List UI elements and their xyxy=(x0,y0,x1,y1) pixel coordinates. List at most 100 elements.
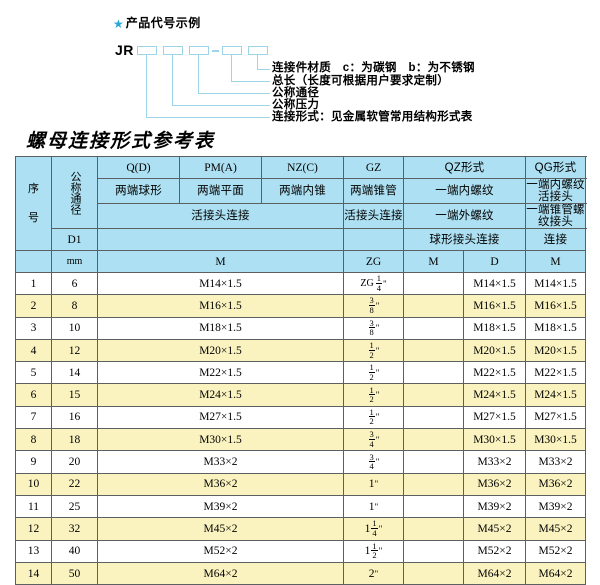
cell-seq: 12 xyxy=(15,517,52,541)
code-label-nominal-pressure: 公称压力 xyxy=(272,99,320,111)
cell-qz-m xyxy=(403,338,464,363)
cell-qg-m: M64×2 xyxy=(525,561,586,585)
cell-m-thread: M16×1.5 xyxy=(97,294,344,318)
cell-m-thread: M14×1.5 xyxy=(97,271,344,296)
header-seq-cell: 序 号 xyxy=(15,156,52,251)
header-group-code-qg: QG形式 xyxy=(525,156,586,179)
cell-gz: 3 8 " xyxy=(343,316,404,340)
product-code-heading-label: 产品代号示例 xyxy=(125,16,201,30)
cell-qz-d: M22×1.5 xyxy=(463,361,526,385)
cell-seq: 14 xyxy=(15,561,52,585)
cell-dn: 12 xyxy=(51,338,98,363)
header-nominal-diameter-label: 公称通径 xyxy=(69,170,81,215)
cell-seq: 13 xyxy=(15,539,52,563)
cell-dn: 20 xyxy=(51,450,98,474)
header-group-desc-gz: 两端锥管 xyxy=(343,178,404,204)
code-box-4 xyxy=(222,46,242,55)
cell-dn: 16 xyxy=(51,405,98,430)
cell-qz-m xyxy=(403,383,464,407)
cell-qz-d: M18×1.5 xyxy=(463,316,526,340)
header-group-code-qz: QZ形式 xyxy=(403,156,526,179)
product-code-diagram: ★ 产品代号示例 JR 连接件材质 c：为碳钢 b：为不锈钢 总长（长度可根据用… xyxy=(0,0,600,128)
cell-qz-d: M14×1.5 xyxy=(463,271,526,296)
cell-qz-m xyxy=(403,472,464,496)
leader-line-4-v xyxy=(231,55,233,82)
header-conn-gz: 活接头连接 xyxy=(343,203,404,229)
table-header-row-units: mm M ZG M D M ZG xyxy=(15,250,586,273)
cell-dn: 18 xyxy=(51,428,98,452)
header-conn-qg: 一端锥管螺纹接头 xyxy=(525,203,586,229)
cell-qz-d: M52×2 xyxy=(463,539,526,563)
cell-seq: 6 xyxy=(15,383,52,407)
cell-dn: 32 xyxy=(51,517,98,541)
cell-dn: 25 xyxy=(51,494,98,519)
cell-m-thread: M33×2 xyxy=(97,450,344,474)
cell-qz-m xyxy=(403,494,464,519)
header-group-code-qd: Q(D) xyxy=(97,156,180,179)
header-d1-qz: 球形接头连接 xyxy=(403,228,526,251)
header-group-desc-pma: 两端平面 xyxy=(179,178,262,204)
cell-qg-m: M22×1.5 xyxy=(525,361,586,385)
cell-seq: 1 xyxy=(15,271,52,296)
header-unit-zg-gz: ZG xyxy=(343,250,404,273)
spec-table-container: 序 号 公称通径 Q(D) PM(A) NZ(C) GZ QZ形式 QG形式 两… xyxy=(15,156,586,585)
code-box-5 xyxy=(248,46,268,55)
cell-dn: 22 xyxy=(51,472,98,496)
cell-gz: 1 2 " xyxy=(343,361,404,385)
cell-seq: 2 xyxy=(15,294,52,318)
cell-qg-m: M39×2 xyxy=(525,494,586,519)
cell-m-thread: M22×1.5 xyxy=(97,361,344,385)
code-dash-separator xyxy=(212,50,219,52)
cell-qz-m xyxy=(403,271,464,296)
cell-seq: 4 xyxy=(15,338,52,363)
cell-qg-m: M16×1.5 xyxy=(525,294,586,318)
cell-m-thread: M52×2 xyxy=(97,539,344,563)
cell-gz: 1 2 " xyxy=(343,405,404,430)
leader-line-5-h xyxy=(257,69,270,71)
cell-qg-m: M30×1.5 xyxy=(525,428,586,452)
cell-m-thread: M18×1.5 xyxy=(97,316,344,340)
cell-qz-m xyxy=(403,517,464,541)
cell-seq: 9 xyxy=(15,450,52,474)
cell-qz-d: M30×1.5 xyxy=(463,428,526,452)
cell-gz: 2 " xyxy=(343,561,404,585)
cell-qg-m: M24×1.5 xyxy=(525,383,586,407)
header-unit-m-qz: M xyxy=(403,250,464,273)
cell-seq: 8 xyxy=(15,428,52,452)
cell-gz: 1 " xyxy=(343,494,404,519)
header-unit-d-qz: D xyxy=(463,250,526,273)
leader-line-4-h xyxy=(231,81,270,83)
cell-seq: 10 xyxy=(15,472,52,496)
cell-seq: 5 xyxy=(15,361,52,385)
page-title: 螺母连接形式参考表 xyxy=(26,131,216,152)
code-box-2 xyxy=(163,46,183,55)
table-header-row-codes: 序 号 公称通径 Q(D) PM(A) NZ(C) GZ QZ形式 QG形式 xyxy=(15,156,586,251)
cell-gz: 3 4 " xyxy=(343,450,404,474)
cell-gz: 3 4 " xyxy=(343,428,404,452)
cell-qz-d: M33×2 xyxy=(463,450,526,474)
star-icon: ★ xyxy=(113,16,124,31)
cell-m-thread: M24×1.5 xyxy=(97,383,344,407)
cell-qz-d: M36×2 xyxy=(463,472,526,496)
header-group-desc-nzc: 两端内锥 xyxy=(261,178,344,204)
code-box-1 xyxy=(137,46,157,55)
cell-qz-d: M45×2 xyxy=(463,517,526,541)
header-unit-m-qpmnz: M xyxy=(97,250,344,273)
cell-m-thread: M20×1.5 xyxy=(97,338,344,363)
header-d1-qpmnz xyxy=(97,228,344,251)
leader-line-1-v xyxy=(146,55,148,118)
cell-dn: 6 xyxy=(51,271,98,296)
header-group-desc-qd: 两端球形 xyxy=(97,178,180,204)
header-seq-line2: 号 xyxy=(28,211,39,224)
